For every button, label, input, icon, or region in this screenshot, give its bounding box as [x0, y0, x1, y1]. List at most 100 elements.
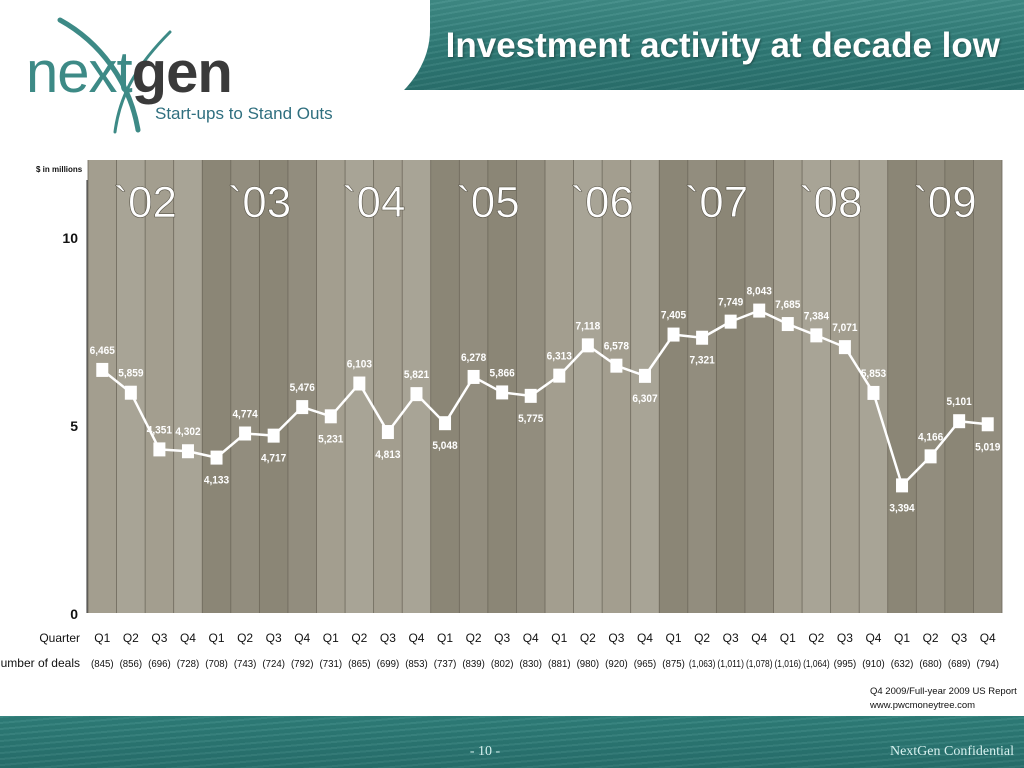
data-point — [381, 425, 394, 440]
data-label: 5,019 — [975, 441, 1000, 453]
quarter-band — [887, 160, 917, 613]
quarter-band — [202, 160, 231, 613]
deal-count-label: (792) — [291, 659, 314, 670]
data-label: 6,465 — [90, 345, 115, 357]
deal-count-label: (875) — [662, 659, 685, 670]
data-point — [638, 368, 651, 383]
deal-count-label: (881) — [548, 659, 571, 670]
confidential-label: NextGen Confidential — [889, 744, 1014, 759]
quarter-band — [373, 160, 403, 613]
quarter-band — [830, 160, 860, 613]
year-label: `08 — [799, 178, 863, 227]
data-label: 5,859 — [118, 367, 143, 379]
data-label: 7,405 — [661, 309, 686, 321]
year-label: `09 — [913, 178, 977, 227]
quarter-label: Q2 — [923, 631, 939, 645]
data-point — [953, 414, 966, 429]
data-point — [838, 340, 851, 355]
deal-count-label: (731) — [320, 659, 343, 670]
deal-count-label: (965) — [634, 659, 657, 670]
data-label: 8,043 — [747, 285, 772, 297]
quarter-band — [145, 160, 174, 613]
quarter-band — [173, 160, 203, 613]
data-point — [467, 369, 480, 384]
deal-count-label: (743) — [234, 659, 257, 670]
footer-bar — [0, 716, 1024, 768]
deal-count-label: (680) — [919, 659, 942, 670]
deal-count-label: (856) — [120, 659, 143, 670]
quarter-band — [545, 160, 574, 613]
deal-count-label: (920) — [605, 659, 628, 670]
data-label: 5,476 — [290, 382, 315, 394]
data-label: 4,351 — [147, 424, 172, 436]
quarter-label: Q4 — [180, 631, 196, 645]
deal-count-label: (724) — [262, 659, 285, 670]
quarter-label: Q2 — [466, 631, 482, 645]
data-label: 6,103 — [347, 358, 372, 370]
quarter-band — [916, 160, 945, 613]
quarter-band — [287, 160, 317, 613]
data-label: 7,118 — [575, 320, 600, 332]
data-point — [781, 317, 794, 332]
data-label: 4,813 — [375, 449, 400, 461]
quarter-label: Q3 — [380, 631, 396, 645]
data-point — [667, 327, 680, 342]
data-point — [810, 328, 823, 343]
quarter-label: Q2 — [351, 631, 367, 645]
quarter-band — [630, 160, 660, 613]
page-number: - 10 - — [469, 744, 501, 759]
source-report: Q4 2009/Full-year 2009 US Report — [870, 686, 1017, 697]
deal-count-label: (910) — [862, 659, 885, 670]
quarter-label: Q4 — [523, 631, 539, 645]
data-point — [124, 385, 137, 400]
data-label: 5,853 — [861, 368, 886, 380]
data-point — [496, 385, 509, 400]
data-point — [153, 442, 166, 457]
logo-next: next — [26, 40, 133, 105]
deal-count-label: (728) — [177, 659, 200, 670]
data-point — [981, 417, 994, 432]
source-url[interactable]: www.pwcmoneytree.com — [870, 700, 976, 711]
deal-count-label: (802) — [491, 659, 514, 670]
data-point — [353, 376, 366, 391]
quarter-label: Q3 — [608, 631, 624, 645]
quarter-label: Q3 — [951, 631, 967, 645]
data-point — [96, 362, 109, 377]
data-label: 3,394 — [889, 502, 914, 514]
data-label: 4,774 — [232, 408, 257, 420]
quarter-label: Q1 — [666, 631, 682, 645]
quarter-band — [459, 160, 488, 613]
quarter-label: Q1 — [780, 631, 796, 645]
quarter-band — [316, 160, 346, 613]
quarter-label: Q1 — [209, 631, 225, 645]
quarter-label: Q1 — [894, 631, 910, 645]
quarter-band — [430, 160, 460, 613]
data-label: 6,307 — [632, 392, 657, 404]
data-label: 7,685 — [775, 299, 800, 311]
data-point — [610, 358, 623, 373]
quarter-label: Q1 — [323, 631, 339, 645]
quarter-label: Q3 — [837, 631, 853, 645]
data-label: 4,133 — [204, 474, 229, 486]
y-tick-label: 5 — [70, 418, 78, 434]
quarter-label: Q2 — [808, 631, 824, 645]
quarter-label: Q2 — [237, 631, 253, 645]
quarter-label: Q3 — [266, 631, 282, 645]
data-point — [581, 338, 594, 353]
year-label: `04 — [342, 178, 406, 227]
y-axis-title: $ in millions — [36, 165, 83, 174]
deal-count-label: (699) — [377, 659, 400, 670]
logo-plate — [0, 0, 430, 140]
year-label: `03 — [228, 178, 292, 227]
quarter-band — [973, 160, 1002, 613]
year-label: `05 — [456, 178, 520, 227]
deal-count-label: (696) — [148, 659, 171, 670]
quarter-band — [230, 160, 260, 613]
deal-count-label: (1,078) — [746, 659, 773, 670]
data-point — [867, 385, 880, 400]
quarter-band — [259, 160, 288, 613]
deal-count-label: (853) — [405, 659, 428, 670]
deal-count-label: (1,064) — [803, 659, 830, 670]
deals-row-label: Number of deals — [0, 656, 80, 670]
data-label: 7,749 — [718, 296, 743, 308]
